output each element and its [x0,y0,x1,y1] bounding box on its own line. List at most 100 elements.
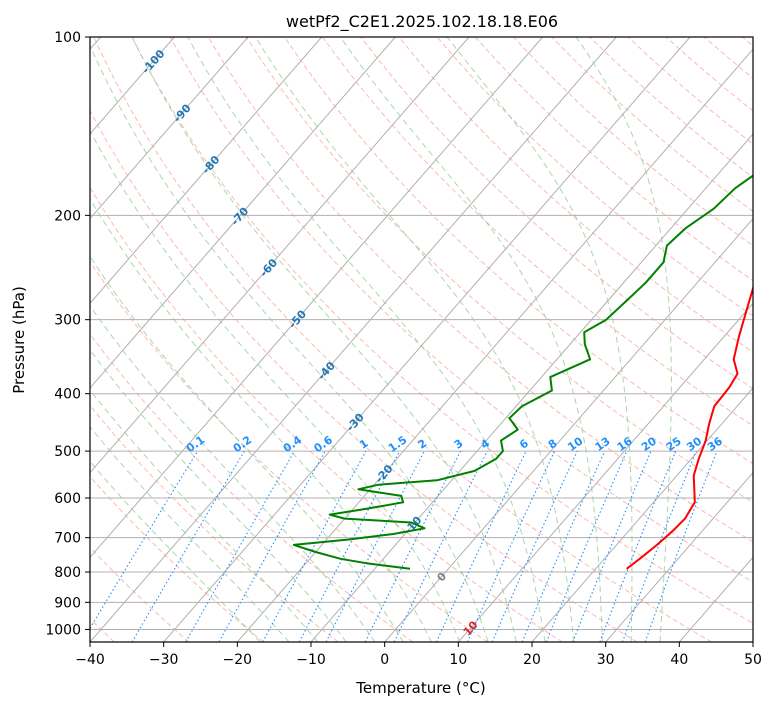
mixing-ratio-line [545,450,628,642]
mixing-ratio-label: 0.4 [281,433,305,455]
moist-adiabat [90,460,261,642]
moist-adiabat [446,37,633,642]
mixing-ratio-line [364,450,462,642]
mixing-ratio-line [262,450,367,642]
moist-adiabat [90,255,404,642]
isotherms [90,37,753,642]
y-axis: 100 200 300 400 500 600 700 800 900 1000 [45,30,90,638]
dry-adiabat [360,37,753,390]
moist-adiabat [90,426,290,642]
y-tick-label: 100 [54,30,81,46]
isotherm-line [605,471,753,642]
isotherm-line [90,37,396,389]
isotherm-label: -100 [139,47,167,76]
moist-adiabat [575,37,672,642]
y-tick-label: 200 [54,208,81,224]
x-tick-label: 20 [523,652,541,668]
isotherm-line [752,641,753,642]
isotherm-line [531,387,753,642]
mixing-ratio-label: 6 [517,437,531,452]
isotherm-line [678,556,753,642]
chart-title: wetPf2_C2E1.2025.102.18.18.E06 [286,12,558,32]
dry-adiabat [589,37,753,179]
x-tick-label: −30 [149,652,179,668]
mixing-ratio-line [599,450,677,642]
x-axis: −40 −30 −20 −10 0 10 20 30 40 50 [75,642,762,668]
x-tick-label: 10 [449,652,467,668]
mixing-ratio-line [521,450,606,642]
dry-adiabat [284,37,753,465]
y-tick-label: 600 [54,491,81,507]
temperature-profile [625,284,753,570]
dry-adiabat [90,186,563,642]
dry-adiabat [90,260,488,642]
x-tick-label: 30 [597,652,615,668]
y-tick-label: 400 [54,387,81,403]
dry-adiabat [245,37,753,503]
y-tick-label: 500 [54,444,81,460]
moist-adiabat [255,37,575,642]
y-tick-label: 300 [54,313,81,329]
isotherm-line [90,37,323,305]
moist-adiabat [90,305,376,642]
isotherm-line [90,37,470,474]
x-tick-label: −40 [75,652,105,668]
y-tick-label: 800 [54,565,81,581]
x-axis-title: Temperature (°C) [355,679,485,697]
dry-adiabat [398,37,753,353]
isotherm-line [310,133,753,642]
dry-adiabat [436,37,753,317]
y-tick-label: 1000 [45,622,81,638]
y-axis-title: Pressure (hPa) [10,286,28,394]
dewpoint-profile [292,174,753,570]
isotherm-line [90,37,617,642]
y-tick-label: 700 [54,531,81,547]
mixing-ratio-line [218,450,326,642]
mixing-ratio-label: 2 [416,437,430,452]
moist-adiabat [187,37,546,642]
dry-adiabat [742,37,753,47]
mixing-ratio-line [644,450,718,642]
dry-adiabat [513,37,753,247]
isotherm-line [163,37,691,642]
dry-adiabat [131,37,753,624]
mixing-ratio-line [572,450,652,642]
mixing-ratio-label: 0.1 [184,433,207,455]
dry-adiabat [665,37,753,112]
mixing-ratio-line [298,450,401,642]
isotherm-line [90,37,249,220]
mixing-ratio-line [621,450,697,642]
y-tick-label: 900 [54,595,81,611]
moist-adiabats [90,37,672,642]
dry-adiabat [322,37,753,427]
dry-adiabat [90,475,264,642]
moist-adiabat [339,37,603,642]
dry-adiabat [93,37,712,642]
isotherm-line [457,302,753,642]
mixing-ratio-labels: 0.1 0.2 0.4 0.6 1 1.5 2 3 4 6 8 10 13 16 20 25 30 36 [184,433,725,455]
moist-adiabat [90,197,432,642]
moist-adiabat [131,37,517,642]
mixing-ratio-label: 4 [478,437,492,452]
mixing-ratio-line [491,450,578,642]
x-tick-label: 50 [744,652,762,668]
moist-adiabat [90,389,319,642]
dry-adiabat [90,109,638,642]
plot-frame [89,36,754,643]
pressure-gridlines [90,37,753,630]
dry-adiabat [169,37,753,583]
profiles [292,174,753,570]
x-tick-label: −20 [223,652,253,668]
dry-adiabats [90,37,753,642]
moist-adiabat [90,349,347,642]
mixing-ratio-lines [90,450,718,642]
x-tick-label: −10 [296,652,326,668]
mixing-ratio-label: 1.5 [386,433,409,455]
mixing-ratio-label: 3 [452,437,466,452]
x-tick-label: 0 [380,652,389,668]
mixing-ratio-label: 0.6 [312,433,336,455]
mixing-ratio-line [90,450,199,630]
isotherm-line [384,217,753,642]
